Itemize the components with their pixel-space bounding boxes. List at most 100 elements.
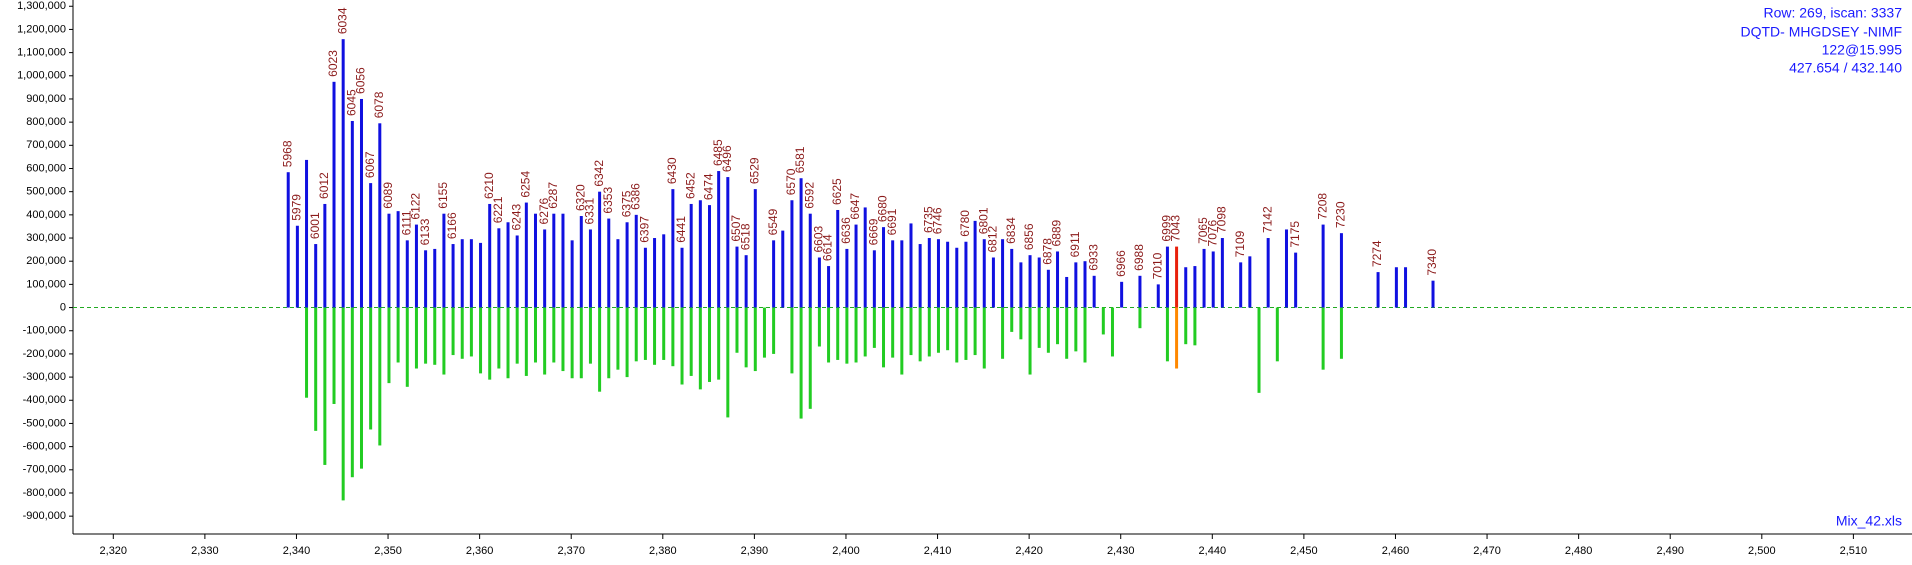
bar — [698, 307, 702, 390]
bar — [1220, 238, 1224, 308]
peak-label: 6518 — [738, 223, 752, 250]
bar — [680, 247, 684, 308]
bar — [479, 242, 483, 308]
bar — [533, 307, 537, 363]
peak-label: 6746 — [931, 207, 945, 234]
bar — [488, 307, 492, 380]
peak-label: 6210 — [482, 172, 496, 199]
bar — [854, 224, 858, 308]
bar — [433, 248, 437, 308]
bar — [524, 202, 528, 308]
bar — [405, 307, 409, 387]
bar — [1294, 252, 1298, 308]
bar — [1065, 276, 1069, 308]
peak-label: 6496 — [720, 145, 734, 172]
peak-label: 7175 — [1288, 221, 1302, 248]
bar — [341, 307, 345, 501]
bar — [387, 307, 391, 384]
bar — [286, 172, 290, 308]
bar — [689, 203, 693, 308]
y-tick-label: 1,000,000 — [17, 70, 66, 82]
bar — [726, 177, 730, 308]
bar — [1046, 307, 1050, 353]
peak-label: 6834 — [1004, 217, 1018, 244]
bar — [305, 159, 309, 308]
peak-label: 6111 — [399, 210, 413, 235]
bar — [863, 207, 867, 308]
bar — [653, 238, 657, 308]
y-tick-label: 300,000 — [26, 232, 66, 244]
bar — [836, 307, 840, 360]
bar — [1010, 248, 1014, 308]
bar — [1092, 275, 1096, 308]
bar — [726, 307, 730, 418]
bar — [900, 240, 904, 308]
bar — [735, 246, 739, 308]
bar — [1083, 307, 1087, 363]
bar — [1046, 269, 1050, 308]
bar — [314, 244, 318, 308]
bar — [1074, 307, 1078, 352]
x-tick-label: 2,410 — [924, 545, 952, 557]
bar — [836, 209, 840, 308]
bar — [817, 257, 821, 308]
bar — [762, 307, 766, 358]
bar — [1019, 262, 1023, 308]
bar — [1120, 281, 1124, 308]
bar — [515, 235, 519, 308]
bar — [1001, 239, 1005, 308]
x-tick-label: 2,350 — [374, 545, 402, 557]
bar — [799, 178, 803, 308]
bar — [598, 191, 602, 308]
bar — [414, 307, 418, 369]
bar — [973, 307, 977, 356]
annotation: 122@15.995 — [1822, 42, 1903, 58]
bar — [955, 307, 959, 363]
bar — [964, 307, 968, 360]
bar — [717, 307, 721, 380]
bar — [524, 307, 528, 376]
peak-label: 6254 — [519, 171, 533, 198]
peak-label: 6988 — [1132, 244, 1146, 271]
bar — [607, 307, 611, 379]
bar — [1165, 246, 1169, 308]
bar — [424, 307, 428, 364]
peak-label: 6375 — [619, 190, 633, 217]
bar — [1211, 251, 1215, 308]
peak-label: 6342 — [592, 160, 606, 187]
bar — [1074, 262, 1078, 308]
bar — [1321, 224, 1325, 308]
peak-label: 6397 — [638, 216, 652, 243]
bar — [488, 203, 492, 308]
bar — [698, 200, 702, 308]
bar — [1275, 307, 1279, 362]
peak-label: 6353 — [601, 187, 615, 214]
y-tick-label: 800,000 — [26, 116, 66, 128]
y-tick-label: 1,300,000 — [17, 0, 66, 12]
bar — [882, 227, 886, 308]
peak-label: 6430 — [665, 157, 679, 184]
x-tick-label: 2,480 — [1565, 545, 1593, 557]
y-tick-label: 500,000 — [26, 186, 66, 198]
bar — [717, 171, 721, 308]
bar — [387, 213, 391, 308]
x-tick-label: 2,360 — [466, 545, 494, 557]
bar — [295, 225, 299, 308]
bar — [991, 257, 995, 308]
bar — [369, 183, 373, 308]
bar — [350, 120, 354, 308]
x-tick-label: 2,400 — [832, 545, 860, 557]
bar — [1184, 307, 1188, 345]
bar — [1028, 307, 1032, 375]
bar — [1065, 307, 1069, 359]
bar — [533, 213, 537, 308]
bar — [964, 241, 968, 308]
bar — [1028, 255, 1032, 308]
bar — [1193, 266, 1197, 308]
bar — [1037, 257, 1041, 308]
peak-label: 6691 — [885, 208, 899, 235]
peak-label: 6287 — [546, 182, 560, 209]
bar — [1339, 233, 1343, 308]
bar — [616, 307, 620, 370]
bar — [891, 307, 895, 358]
